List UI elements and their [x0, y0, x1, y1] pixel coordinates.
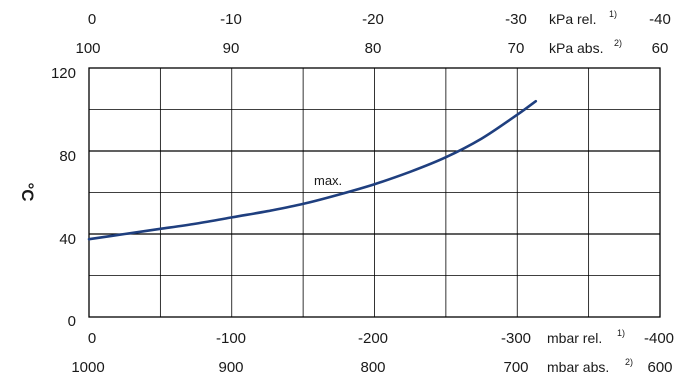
bottom-abs-tick-label: 800 [360, 359, 385, 376]
bottom-rel-footnote-mark: 1) [617, 328, 625, 338]
y-tick-label: 40 [59, 231, 76, 248]
bottom-rel-tick-label: -100 [216, 330, 246, 347]
top-rel-tick-label: -40 [649, 11, 671, 28]
bottom-abs-tick-label: 900 [218, 359, 243, 376]
y-tick-label: 80 [59, 148, 76, 165]
top-abs-tick-label: 60 [652, 40, 669, 57]
bottom-abs-tick-label: 1000 [71, 359, 104, 376]
bottom-abs-tick-label: 600 [647, 359, 672, 376]
bottom-rel-unit-label: mbar rel. [547, 330, 602, 346]
top-rel-footnote-mark: 1) [609, 9, 617, 19]
grid [89, 68, 660, 317]
top-rel-tick-label: -10 [220, 11, 242, 28]
bottom-rel-tick-label: -300 [501, 330, 531, 347]
top-rel-unit-label: kPa rel. [549, 11, 596, 27]
top-abs-tick-label: 100 [75, 40, 100, 57]
top-rel-tick-label: -30 [505, 11, 527, 28]
bottom-abs-footnote-mark: 2) [625, 357, 633, 367]
top-abs-tick-label: 70 [508, 40, 525, 57]
top-abs-tick-label: 90 [223, 40, 240, 57]
bottom-rel-tick-label: -200 [358, 330, 388, 347]
plot-frame [88, 67, 661, 318]
bottom-rel-tick-label: -400 [644, 330, 674, 347]
y-tick-label: 120 [51, 65, 76, 82]
temperature-curve [87, 99, 538, 241]
top-abs-unit-label: kPa abs. [549, 40, 603, 56]
bottom-rel-tick-label: 0 [88, 330, 96, 347]
max-annotation: max. [314, 173, 342, 188]
bottom-abs-tick-label: 700 [503, 359, 528, 376]
y-tick-label: 0 [68, 313, 76, 330]
top-abs-footnote-mark: 2) [614, 38, 622, 48]
top-rel-tick-label: 0 [88, 11, 96, 28]
top-rel-tick-label: -20 [362, 11, 384, 28]
top-abs-tick-label: 80 [365, 40, 382, 57]
bottom-abs-unit-label: mbar abs. [547, 359, 609, 375]
y-axis-label: °C [18, 182, 37, 201]
